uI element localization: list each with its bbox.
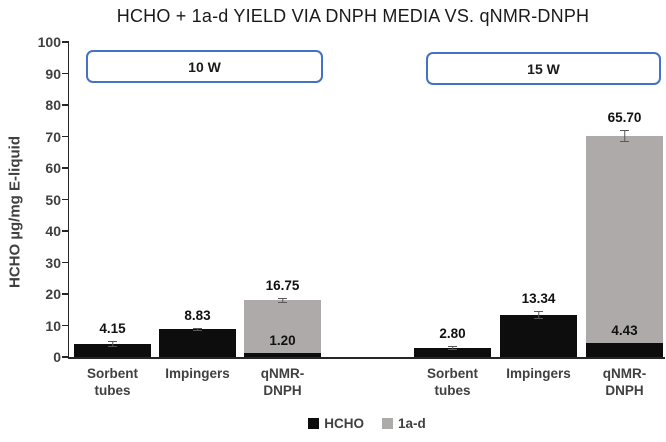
value-label: 4.43 — [611, 323, 638, 339]
y-tick-label: 10 — [45, 317, 61, 334]
bar-segment-1a-d — [586, 136, 663, 344]
error-bar-line — [196, 328, 199, 330]
y-tick-mark — [62, 41, 69, 43]
legend: HCHO 1a-d — [69, 416, 665, 431]
category-label-line: Sorbent — [86, 366, 138, 381]
category-label: Impingers — [493, 365, 585, 382]
bar-segment-hcho — [74, 343, 151, 357]
category-label: Sorbent tubes — [407, 365, 499, 399]
error-bar — [108, 341, 117, 347]
y-tick-mark — [62, 324, 69, 327]
y-tick-mark — [62, 356, 69, 358]
y-tick-mark — [62, 104, 69, 106]
category-label: Sorbent tubes — [67, 365, 159, 399]
y-tick-mark — [62, 167, 69, 169]
power-label-box-10w: 10 W — [86, 50, 323, 83]
category-label-line: Sorbent — [426, 366, 478, 381]
y-tick-mark — [62, 135, 69, 138]
bar-segment-hcho — [414, 348, 491, 357]
value-label: 1.20 — [269, 333, 296, 349]
y-tick-mark — [62, 72, 69, 75]
bar-segment-hcho — [244, 353, 321, 357]
legend-swatch-icon — [381, 418, 393, 429]
y-tick-label: 40 — [45, 223, 61, 239]
y-tick-label: 90 — [45, 65, 61, 82]
error-bar-line — [451, 347, 454, 350]
bar-segment-hcho — [500, 314, 577, 357]
legend-label: HCHO — [324, 416, 364, 431]
y-tick-mark — [62, 230, 69, 232]
category-label-line: qNMR- — [602, 366, 647, 381]
legend-item: 1a-d — [381, 416, 426, 431]
bar-segment-hcho — [159, 329, 236, 357]
value-label: 2.80 — [439, 326, 466, 342]
error-bar-line — [111, 342, 114, 346]
value-label: 16.75 — [265, 277, 300, 293]
bar-segment-hcho — [586, 343, 663, 357]
value-label: 65.70 — [607, 110, 642, 126]
category-label-line: tubes — [94, 383, 131, 398]
category-label-line: qNMR- — [260, 366, 305, 381]
plot-area: 10 W 15 W HCHO 1a-d 0 10 20 30 40 50 60 70 80 90 10… — [38, 34, 665, 431]
legend-label: 1a-d — [397, 416, 426, 431]
y-tick-label: 60 — [45, 160, 61, 176]
bar-segment-1a-d — [244, 300, 321, 354]
y-tick-label: 100 — [37, 34, 61, 50]
error-bar-line — [281, 298, 284, 302]
power-label-10w: 10 W — [188, 58, 221, 75]
y-tick-mark — [62, 198, 69, 201]
power-label-15w: 15 W — [527, 60, 560, 77]
category-label: Impingers — [152, 365, 244, 382]
category-label: qNMR- DNPH — [579, 365, 666, 399]
category-label-line: Impingers — [506, 366, 571, 381]
error-bar — [620, 130, 629, 142]
y-tick-mark — [62, 293, 69, 295]
power-label-box-15w: 15 W — [426, 52, 661, 85]
category-label-line: DNPH — [263, 383, 302, 398]
value-label: 8.83 — [184, 307, 211, 323]
error-bar — [534, 311, 543, 319]
error-bar — [193, 327, 202, 331]
error-bar — [448, 346, 457, 351]
y-tick-label: 20 — [45, 286, 61, 302]
error-bar-line — [623, 131, 626, 141]
error-bar — [278, 297, 287, 303]
y-tick-label: 70 — [45, 128, 61, 145]
y-tick-label: 80 — [45, 97, 61, 113]
y-tick-label: 30 — [45, 254, 61, 271]
y-tick-label: 0 — [53, 349, 61, 365]
value-label: 4.15 — [99, 321, 126, 337]
category-label-line: Impingers — [165, 366, 230, 381]
y-tick-mark — [62, 261, 69, 264]
error-bar-line — [537, 312, 540, 318]
category-label: qNMR- DNPH — [237, 365, 329, 399]
legend-item: HCHO — [308, 416, 364, 431]
legend-swatch-icon — [308, 418, 320, 429]
category-label-line: DNPH — [605, 383, 644, 398]
y-tick-label: 50 — [45, 191, 61, 208]
chart-title: HCHO + 1a-d YIELD VIA DNPH MEDIA VS. qNM… — [116, 6, 590, 26]
value-label: 13.34 — [521, 291, 556, 307]
category-label-line: tubes — [434, 383, 471, 398]
